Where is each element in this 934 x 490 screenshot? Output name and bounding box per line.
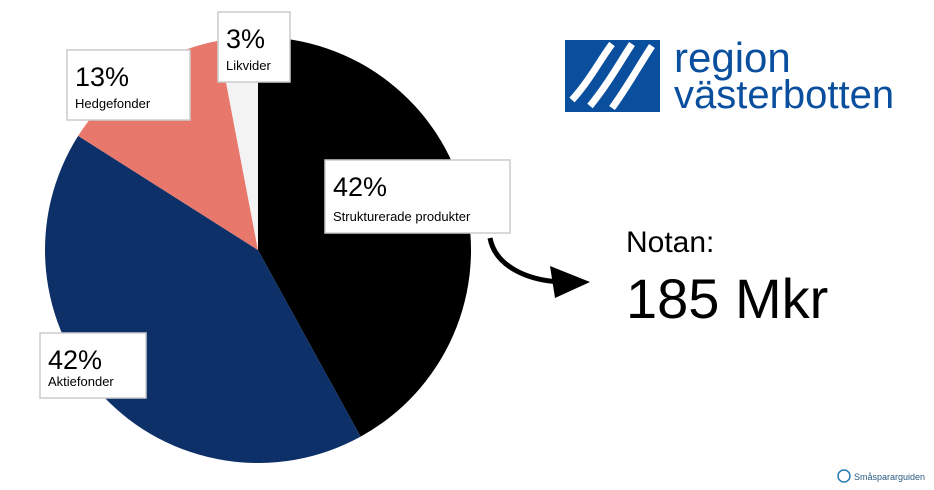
watermark: Småspararguiden xyxy=(854,472,925,482)
label-box xyxy=(217,11,291,83)
pie-slice xyxy=(258,37,472,437)
category-label: Aktiefonder xyxy=(48,374,114,389)
category-label: Hedgefonder xyxy=(75,96,151,111)
note-label: Notan: xyxy=(626,226,714,259)
category-label: Strukturerade produkter xyxy=(333,209,471,224)
label-box xyxy=(324,159,511,234)
note-value: 185 Mkr xyxy=(626,267,828,330)
logo-text: västerbotten xyxy=(674,73,894,117)
arrow-head xyxy=(550,266,590,298)
watermark-icon xyxy=(837,469,851,483)
value-label: 42% xyxy=(333,172,387,202)
logo-text: region xyxy=(674,34,791,81)
category-label: Likvider xyxy=(226,58,271,73)
logo-stripes xyxy=(569,41,655,111)
value-label: 42% xyxy=(48,345,102,375)
value-label: 13% xyxy=(75,62,129,92)
value-label: 3% xyxy=(226,24,265,54)
pie-slice xyxy=(218,37,258,250)
label-box xyxy=(66,49,191,121)
arrow xyxy=(487,237,561,285)
label-box xyxy=(39,332,147,399)
pie-labels: 42%Strukturerade produkter42%Aktiefonder… xyxy=(39,11,511,399)
logo: region västerbotten xyxy=(565,34,894,117)
